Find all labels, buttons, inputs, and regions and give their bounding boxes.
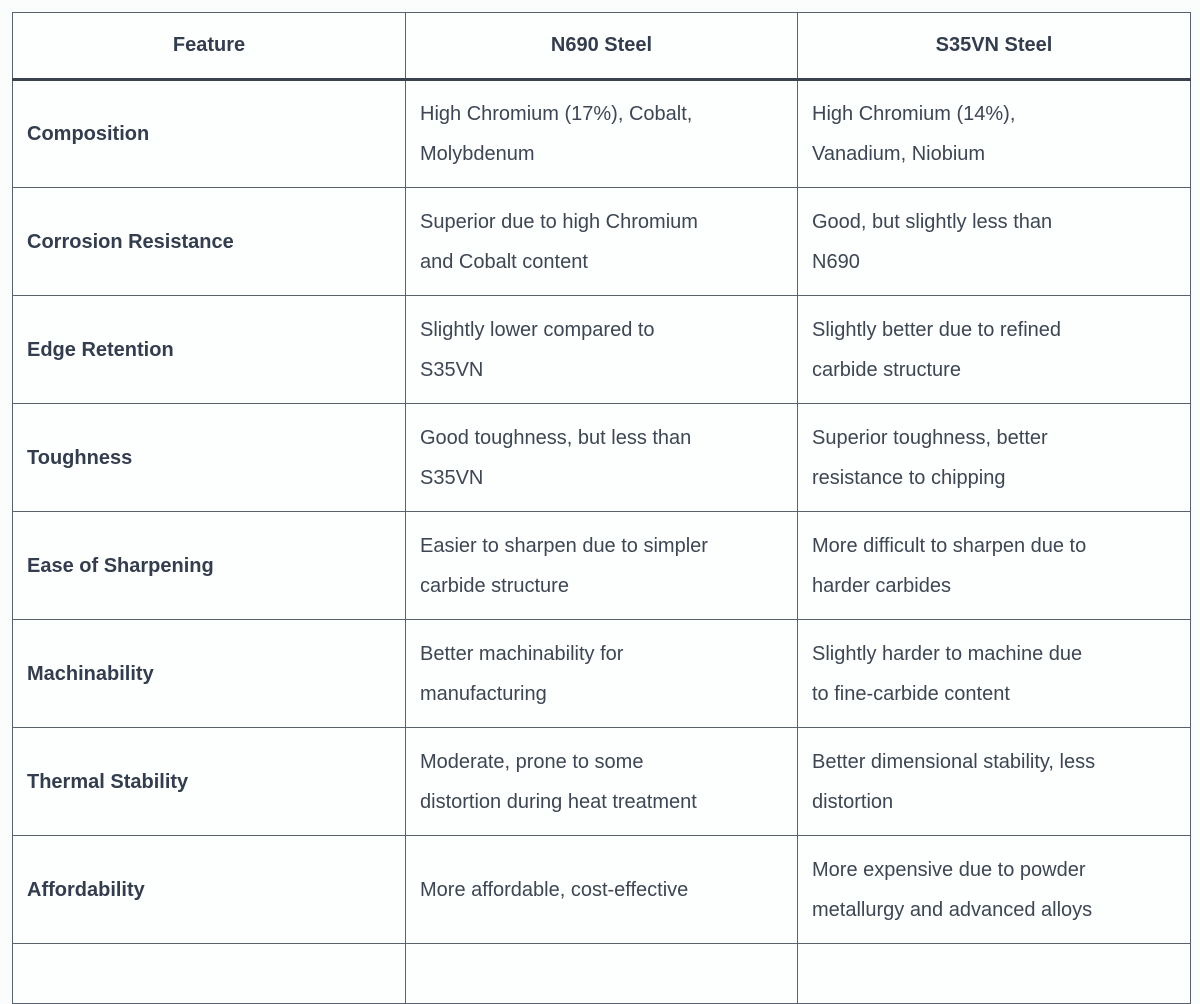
n690-value: Easier to sharpen due to simpler carbide… xyxy=(405,511,798,620)
s35vn-value: Superior toughness, better resistance to… xyxy=(797,403,1191,512)
table-row-machinability: Machinability Better machinability for m… xyxy=(12,619,1191,728)
feature-label: Composition xyxy=(12,79,406,188)
feature-label: Machinability xyxy=(12,619,406,728)
n690-value: More affordable, cost-effective xyxy=(405,835,798,944)
table-row-toughness: Toughness Good toughness, but less than … xyxy=(12,403,1191,512)
feature-label: Edge Retention xyxy=(12,295,406,404)
header-cell-feature: Feature xyxy=(12,12,406,81)
empty-cell xyxy=(797,943,1191,1004)
empty-cell xyxy=(405,943,798,1004)
comparison-table-container: Feature N690 Steel S35VN Steel Compositi… xyxy=(12,12,1191,1004)
n690-value: Better machinability for manufacturing xyxy=(405,619,798,728)
table-header: Feature N690 Steel S35VN Steel xyxy=(12,12,1191,81)
s35vn-value: More difficult to sharpen due to harder … xyxy=(797,511,1191,620)
s35vn-value: Good, but slightly less than N690 xyxy=(797,187,1191,296)
s35vn-value: Slightly better due to refined carbide s… xyxy=(797,295,1191,404)
n690-value: Slightly lower compared to S35VN xyxy=(405,295,798,404)
n690-value: Good toughness, but less than S35VN xyxy=(405,403,798,512)
table-row-ease-of-sharpening: Ease of Sharpening Easier to sharpen due… xyxy=(12,511,1191,620)
table-row-thermal-stability: Thermal Stability Moderate, prone to som… xyxy=(12,727,1191,836)
s35vn-value: Slightly harder to machine due to fine-c… xyxy=(797,619,1191,728)
feature-label: Corrosion Resistance xyxy=(12,187,406,296)
header-cell-s35vn: S35VN Steel xyxy=(797,12,1191,81)
s35vn-value: High Chromium (14%), Vanadium, Niobium xyxy=(797,79,1191,188)
table-row-edge-retention: Edge Retention Slightly lower compared t… xyxy=(12,295,1191,404)
table-row-partial-clipped xyxy=(12,943,1191,1004)
n690-value: High Chromium (17%), Cobalt, Molybdenum xyxy=(405,79,798,188)
feature-label: Toughness xyxy=(12,403,406,512)
feature-label: Ease of Sharpening xyxy=(12,511,406,620)
header-row: Feature N690 Steel S35VN Steel xyxy=(12,12,1191,81)
feature-label: Thermal Stability xyxy=(12,727,406,836)
n690-value: Moderate, prone to some distortion durin… xyxy=(405,727,798,836)
table-row-composition: Composition High Chromium (17%), Cobalt,… xyxy=(12,79,1191,188)
header-cell-n690: N690 Steel xyxy=(405,12,798,81)
empty-cell xyxy=(12,943,406,1004)
table-row-affordability: Affordability More affordable, cost-effe… xyxy=(12,835,1191,944)
table-body: Composition High Chromium (17%), Cobalt,… xyxy=(12,79,1191,1004)
s35vn-value: Better dimensional stability, less disto… xyxy=(797,727,1191,836)
n690-value: Superior due to high Chromium and Cobalt… xyxy=(405,187,798,296)
feature-label: Affordability xyxy=(12,835,406,944)
table-row-corrosion-resistance: Corrosion Resistance Superior due to hig… xyxy=(12,187,1191,296)
steel-comparison-table: Feature N690 Steel S35VN Steel Compositi… xyxy=(12,12,1191,1004)
s35vn-value: More expensive due to powder metallurgy … xyxy=(797,835,1191,944)
